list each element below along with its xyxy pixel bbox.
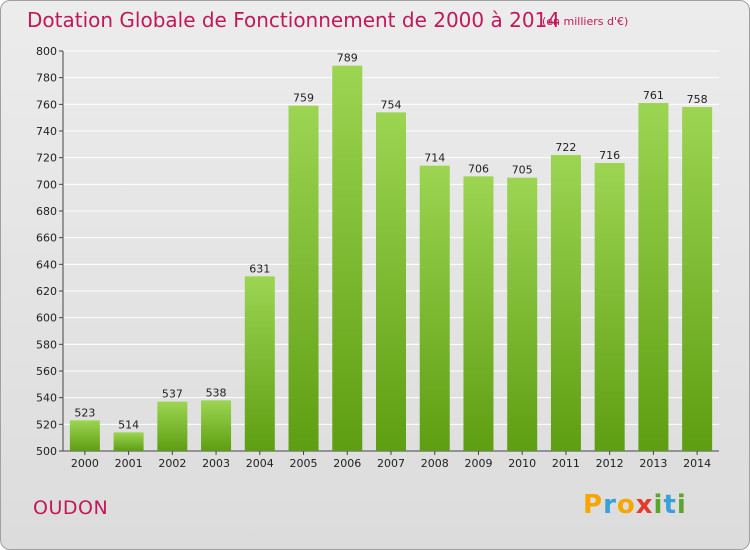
y-tick-label: 800	[36, 45, 57, 58]
bar-2006	[332, 65, 363, 452]
data-label-2005: 759	[293, 92, 314, 105]
data-label-2003: 538	[206, 386, 227, 399]
logo-letter: i	[676, 490, 687, 520]
y-tick-label: 780	[36, 72, 57, 85]
bar-2012	[594, 163, 625, 451]
y-tick-label: 580	[36, 338, 57, 351]
data-label-2000: 523	[74, 406, 95, 419]
y-tick-label: 560	[36, 365, 57, 378]
x-tick-label-2005: 2005	[290, 457, 318, 470]
y-tick-label: 700	[36, 178, 57, 191]
data-label-2007: 754	[381, 98, 402, 111]
x-tick-label-2006: 2006	[333, 457, 361, 470]
data-label-2012: 716	[599, 149, 620, 162]
bar-2011	[550, 155, 581, 451]
y-tick-label: 540	[36, 392, 57, 405]
x-tick-label-2009: 2009	[464, 457, 492, 470]
bar-2008	[419, 165, 450, 451]
commune-name: OUDON	[33, 497, 109, 519]
logo-letter: o	[616, 490, 636, 520]
data-label-2002: 537	[162, 388, 183, 401]
y-tick-label: 660	[36, 232, 57, 245]
x-tick-label-2003: 2003	[202, 457, 230, 470]
logo-letter: r	[603, 490, 617, 520]
chart-title: Dotation Globale de Fonctionnement de 20…	[27, 8, 560, 32]
x-tick-label-2004: 2004	[246, 457, 274, 470]
bar-2002	[157, 401, 188, 451]
data-label-2011: 722	[555, 141, 576, 154]
bar-2004	[244, 276, 275, 451]
x-tick-label-2007: 2007	[377, 457, 405, 470]
data-labels: 523 514 537 538 631 759 789 754 714 706 705 722 716 7…	[74, 52, 707, 432]
data-label-2014: 758	[687, 93, 708, 106]
y-tick-label: 500	[36, 445, 57, 458]
bar-2013	[638, 103, 669, 451]
x-axis-ticks: 2000 2001 2002 2003 2004 2005 2006 2007 2008 2009…	[71, 451, 711, 470]
y-tick-label: 640	[36, 258, 57, 271]
y-tick-label: 720	[36, 152, 57, 165]
data-label-2010: 705	[512, 164, 533, 177]
data-label-2013: 761	[643, 89, 664, 102]
x-tick-label-2000: 2000	[71, 457, 99, 470]
y-axis-ticks: 500 520 540 560 580 600 620 640 660 680 700 720 740 7…	[36, 45, 63, 458]
bar-2014	[682, 107, 713, 451]
x-tick-label-2011: 2011	[552, 457, 580, 470]
y-tick-label: 680	[36, 205, 57, 218]
bars	[69, 65, 713, 452]
data-label-2006: 789	[337, 52, 358, 65]
data-label-2009: 706	[468, 162, 489, 175]
y-tick-label: 620	[36, 285, 57, 298]
chart-subtitle: (en milliers d'€)	[542, 15, 629, 28]
x-tick-label-2001: 2001	[115, 457, 143, 470]
x-tick-label-2008: 2008	[421, 457, 449, 470]
x-tick-label-2012: 2012	[596, 457, 624, 470]
data-label-2008: 714	[424, 152, 445, 165]
bar-2003	[201, 400, 232, 451]
bar-2009	[463, 176, 494, 452]
bar-2000	[69, 420, 100, 451]
y-tick-label: 600	[36, 312, 57, 325]
proxiti-logo: Proxiti	[583, 490, 687, 520]
x-tick-label-2013: 2013	[639, 457, 667, 470]
y-tick-label: 520	[36, 418, 57, 431]
x-tick-label-2014: 2014	[683, 457, 711, 470]
y-tick-label: 740	[36, 125, 57, 138]
logo-letter: t	[663, 490, 677, 520]
logo-letter: P	[583, 490, 604, 520]
logo-letter: x	[635, 490, 654, 520]
bar-2010	[507, 177, 538, 451]
x-tick-label-2002: 2002	[158, 457, 186, 470]
x-tick-label-2010: 2010	[508, 457, 536, 470]
data-label-2001: 514	[118, 418, 139, 431]
y-tick-label: 760	[36, 98, 57, 111]
bar-2007	[376, 112, 406, 451]
data-label-2004: 631	[249, 262, 270, 275]
bar-2001	[113, 432, 144, 451]
logo-letter: i	[653, 490, 664, 520]
bar-2005	[288, 105, 319, 452]
